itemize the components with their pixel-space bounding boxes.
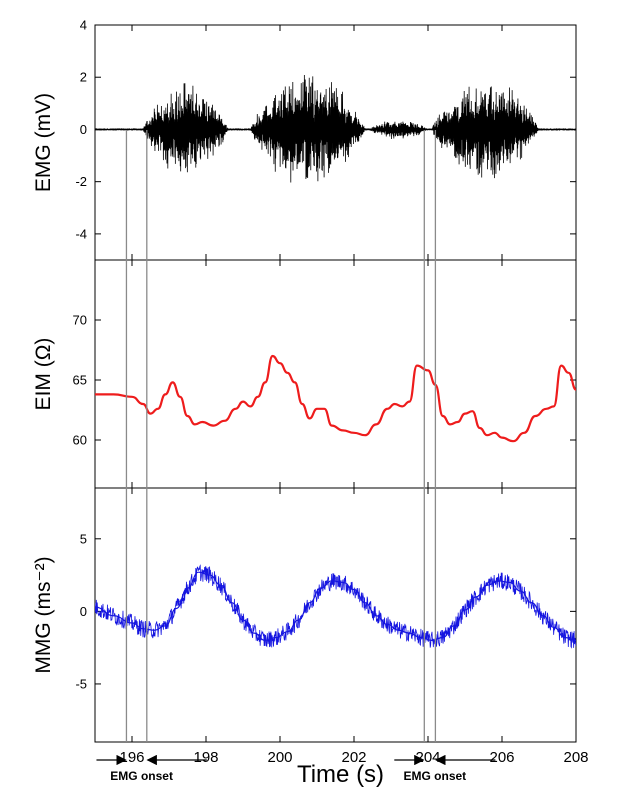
emg-ylabel: EMG (mV) <box>32 93 55 192</box>
eim-ytick-label: 65 <box>73 373 87 388</box>
panel-mmg: -5 0 5 MMG (ms⁻²) <box>32 487 577 743</box>
eim-ylabel: EIM (Ω) <box>32 338 55 411</box>
mmg-ytick-label: -5 <box>75 676 87 691</box>
mmg-ylabel: MMG (ms⁻²) <box>32 556 55 673</box>
eim-frame <box>94 259 577 489</box>
xtick-label: 206 <box>489 749 514 766</box>
emg-series-line <box>95 74 576 183</box>
xtick-label: 204 <box>415 749 440 766</box>
emg-ytick-label: 0 <box>80 122 87 137</box>
emg-ytick-label: 2 <box>80 70 87 85</box>
eim-series-line <box>95 354 576 443</box>
panel-emg: -4 -2 0 2 4 EMG (mV) <box>32 18 577 261</box>
eim-ytick-label: 60 <box>73 433 87 448</box>
xtick-label: 202 <box>341 749 366 766</box>
xtick-label: 208 <box>563 749 588 766</box>
emg-onset-label-0: EMG onset <box>110 769 173 783</box>
xtick-label: 198 <box>193 749 218 766</box>
emg-ytick-label: -2 <box>75 174 87 189</box>
mmg-frame <box>94 487 577 743</box>
x-axis-label: Time (s) <box>297 761 384 788</box>
mmg-noise-trace <box>95 564 576 649</box>
panel-eim: 60 65 70 EIM (Ω) <box>32 259 577 489</box>
xtick-label: 200 <box>267 749 292 766</box>
emg-onset-label-1: EMG onset <box>404 769 467 783</box>
emg-ytick-label: -4 <box>75 226 87 241</box>
mmg-ytick-label: 0 <box>80 604 87 619</box>
emg-ytick-label: 4 <box>80 18 87 33</box>
mmg-ytick-label: 5 <box>80 531 87 546</box>
eim-ytick-label: 70 <box>73 313 87 328</box>
xtick-label: 196 <box>119 749 144 766</box>
